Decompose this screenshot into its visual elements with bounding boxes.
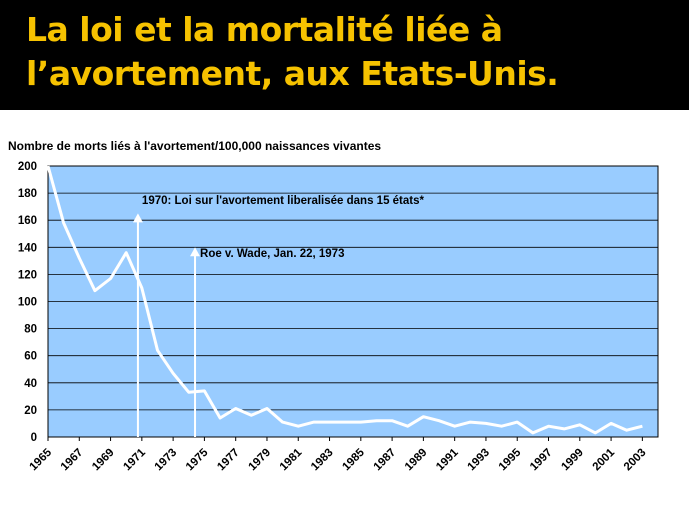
x-tick-label-1991: 1991 xyxy=(434,446,461,473)
x-tick-label-1973: 1973 xyxy=(153,447,180,474)
y-tick-label-200: 200 xyxy=(18,161,37,173)
x-tick-label-1965: 1965 xyxy=(28,446,55,473)
x-tick-label-1975: 1975 xyxy=(184,446,211,473)
x-tick-label-1997: 1997 xyxy=(528,447,555,474)
x-tick-label-1999: 1999 xyxy=(559,447,586,474)
x-tick-label-1977: 1977 xyxy=(215,447,242,474)
x-tick-label-1967: 1967 xyxy=(59,447,86,474)
annotation-1970-law: 1970: Loi sur l'avortement liberalisée d… xyxy=(142,195,425,207)
x-tick-label-1981: 1981 xyxy=(278,446,305,473)
y-tick-label-160: 160 xyxy=(18,215,37,227)
y-tick-label-0: 0 xyxy=(31,432,37,444)
annotation-roe-v-wade: Roe v. Wade, Jan. 22, 1973 xyxy=(200,248,344,260)
x-tick-label-1987: 1987 xyxy=(372,447,399,474)
y-tick-label-140: 140 xyxy=(18,242,37,254)
gridlines xyxy=(48,192,658,411)
x-tick-label-2003: 2003 xyxy=(622,447,649,474)
y-tick-label-180: 180 xyxy=(18,188,37,200)
y-tick-label-60: 60 xyxy=(24,351,37,363)
y-tick-label-20: 20 xyxy=(24,405,37,417)
y-tick-label-120: 120 xyxy=(18,269,37,281)
x-tick-label-1969: 1969 xyxy=(90,447,117,474)
annotation-arrows xyxy=(132,213,201,437)
x-tick-label-1993: 1993 xyxy=(465,447,492,474)
mortality-line-chart: Nombre de morts liés à l'avortement/100,… xyxy=(8,139,659,474)
x-tick-label-1995: 1995 xyxy=(497,446,524,473)
x-tick-label-1985: 1985 xyxy=(340,446,367,473)
x-tick-label-1979: 1979 xyxy=(247,447,274,474)
y-tick-labels: 0 20 40 60 80 100 120 140 160 180 200 xyxy=(18,161,37,444)
x-tick-label-1971: 1971 xyxy=(121,446,148,473)
y-tick-label-40: 40 xyxy=(24,378,37,390)
y-tick-label-80: 80 xyxy=(24,324,37,336)
x-tick-label-1983: 1983 xyxy=(309,447,336,474)
slide-title-line1: La loi et la mortalité liée à xyxy=(26,10,503,49)
slide-title: La loi et la mortalité liée à l’avorteme… xyxy=(26,8,676,96)
x-tick-label-2001: 2001 xyxy=(591,446,618,473)
x-tick-label-1989: 1989 xyxy=(403,447,430,474)
annotation-arrowhead-1 xyxy=(132,213,143,223)
x-tick-labels: 1965 1967 1969 1971 1973 1975 1977 1979 1981 1983… xyxy=(28,437,649,474)
annotation-arrowhead-2 xyxy=(190,247,201,257)
slide-title-line2: l’avortement, aux Etats-Unis. xyxy=(26,54,559,93)
series-line-mortality xyxy=(46,165,643,435)
slide-header: La loi et la mortalité liée à l’avorteme… xyxy=(0,0,689,110)
y-tick-label-100: 100 xyxy=(18,297,37,309)
y-axis-label: Nombre de morts liés à l'avortement/100,… xyxy=(8,139,381,153)
